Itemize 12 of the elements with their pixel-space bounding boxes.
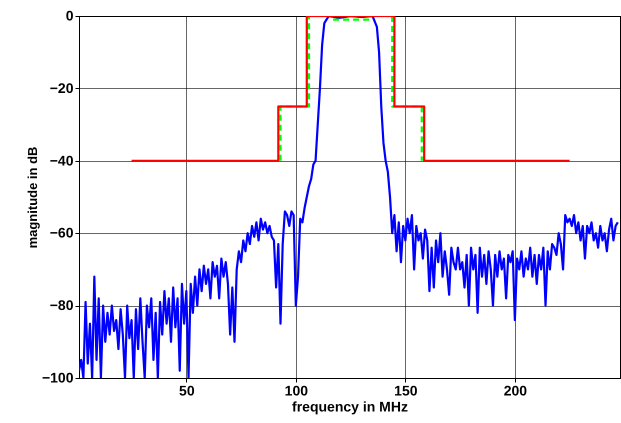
y-tick-label: −80 [50,297,74,314]
y-tick-label: 0 [66,8,74,24]
y-tick-label: −20 [50,80,74,96]
y-tick-label: −100 [42,370,74,386]
x-tick-label: 200 [504,382,528,398]
y-tick-label: −40 [50,152,74,168]
y-axis-title: magnitude in dB [24,146,40,248]
x-axis-title: frequency in MHz [292,398,408,414]
y-tick-label: −60 [50,224,74,241]
x-tick-label: 150 [394,382,418,398]
x-tick-label: 50 [179,382,195,398]
x-tick-label: 100 [284,382,308,398]
